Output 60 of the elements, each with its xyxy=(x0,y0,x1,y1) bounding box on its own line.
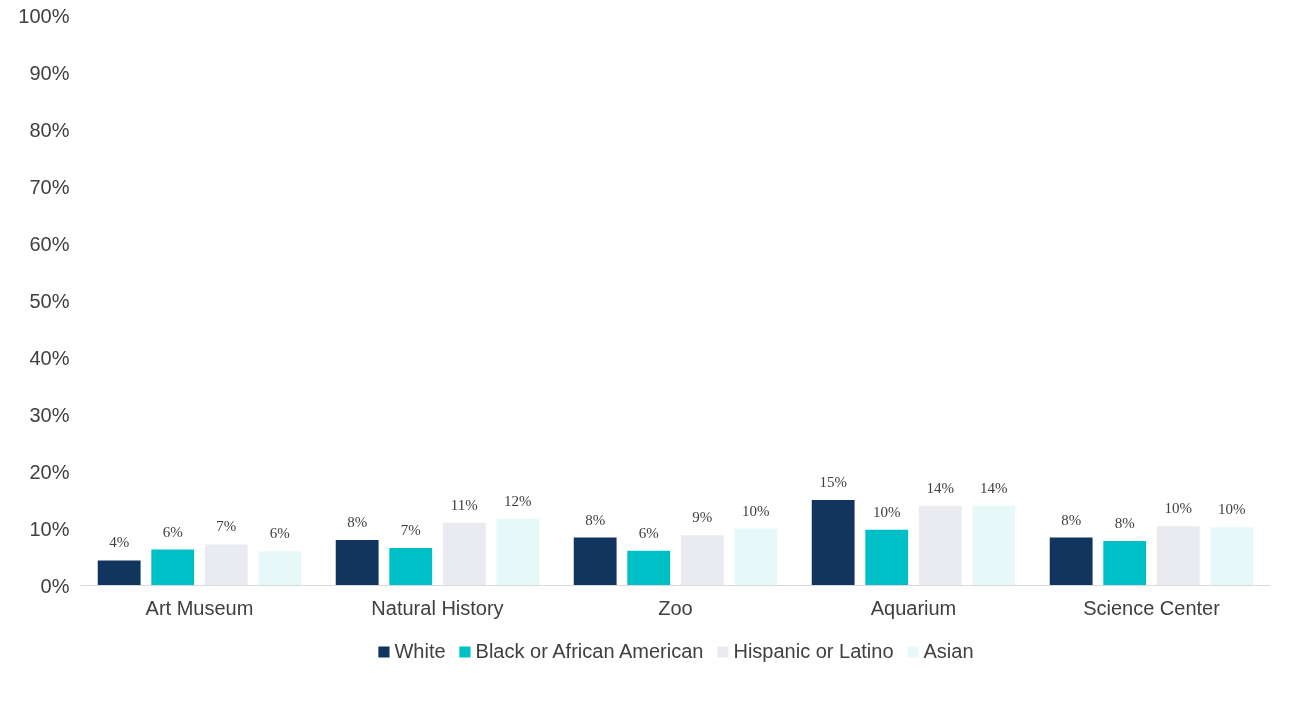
bar xyxy=(389,547,433,586)
data-label: 4% xyxy=(109,534,130,551)
bar xyxy=(442,522,486,586)
data-label: 8% xyxy=(585,511,606,528)
bar xyxy=(1103,541,1147,586)
x-tick-label: Aquarium xyxy=(870,596,957,619)
data-label: 14% xyxy=(926,479,955,496)
x-tick-label: Zoo xyxy=(658,596,693,619)
bar xyxy=(573,537,617,586)
data-label: 10% xyxy=(1218,501,1246,518)
bar xyxy=(496,518,540,586)
legend-label: Black or African American xyxy=(475,639,704,663)
y-tick-label: 40% xyxy=(29,346,70,369)
data-label: 11% xyxy=(450,496,478,513)
data-label: 14% xyxy=(980,479,1008,496)
bar xyxy=(97,560,141,586)
y-tick-label: 80% xyxy=(29,118,70,141)
data-label: 10% xyxy=(872,503,901,520)
y-tick-label: 90% xyxy=(29,61,70,84)
x-tick-label: Art Museum xyxy=(145,596,254,619)
bar xyxy=(918,505,962,586)
y-tick-label: 0% xyxy=(40,574,70,597)
y-tick-label: 100% xyxy=(18,4,70,27)
bar xyxy=(151,549,195,586)
y-tick-label: 60% xyxy=(29,232,70,255)
bar xyxy=(627,550,671,586)
bar xyxy=(258,551,302,586)
x-tick-label: Science Center xyxy=(1083,596,1221,619)
bar xyxy=(734,528,778,586)
data-label: 10% xyxy=(742,502,770,519)
data-label: 9% xyxy=(692,509,713,526)
bar xyxy=(680,535,724,586)
y-tick-label: 30% xyxy=(29,403,70,426)
data-label: 10% xyxy=(1164,500,1193,517)
data-label: 8% xyxy=(347,513,368,530)
x-tick-label: Natural History xyxy=(371,596,504,619)
bar xyxy=(335,539,379,586)
legend-label: Asian xyxy=(923,639,974,663)
legend-label: White xyxy=(394,639,446,663)
data-label: 6% xyxy=(162,523,183,540)
bar xyxy=(1210,527,1254,586)
bar xyxy=(865,529,909,586)
y-tick-label: 10% xyxy=(29,517,70,540)
y-tick-label: 20% xyxy=(29,460,70,483)
legend-label: Hispanic or Latino xyxy=(733,639,894,663)
y-tick-label: 70% xyxy=(29,175,70,198)
bar xyxy=(204,544,248,586)
data-label: 8% xyxy=(1061,511,1082,528)
bar xyxy=(1156,526,1200,586)
data-label: 15% xyxy=(819,474,847,490)
bar xyxy=(811,500,855,586)
data-label: 6% xyxy=(269,525,290,542)
y-tick-label: 50% xyxy=(29,289,70,312)
data-label: 12% xyxy=(504,492,532,509)
data-label: 6% xyxy=(638,524,659,541)
data-label: 7% xyxy=(216,518,237,535)
bar xyxy=(972,505,1016,586)
data-label: 8% xyxy=(1114,515,1135,532)
data-label: 7% xyxy=(400,521,421,538)
bar xyxy=(1049,537,1093,586)
